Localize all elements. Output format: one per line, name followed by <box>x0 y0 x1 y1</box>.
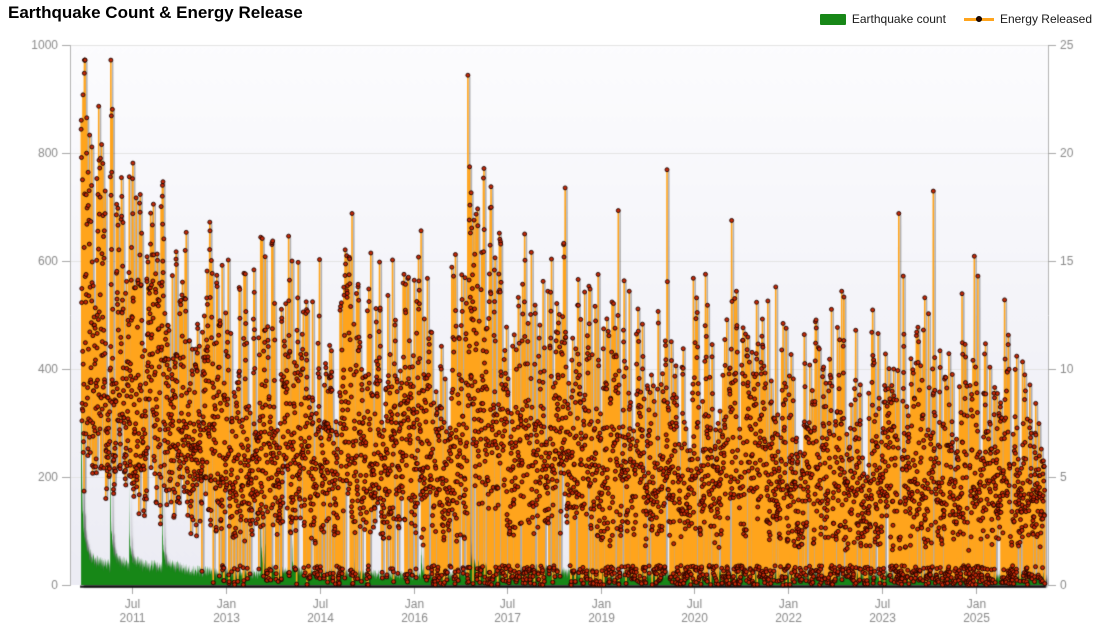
legend-item-energy-released[interactable]: Energy Released <box>963 12 1092 26</box>
legend-item-earthquake-count[interactable]: Earthquake count <box>819 12 946 26</box>
legend: Earthquake count Energy Released <box>819 12 1092 26</box>
legend-label: Earthquake count <box>851 12 946 26</box>
earthquake-count-swatch-icon <box>819 13 846 25</box>
marker-dot-icon <box>975 16 982 22</box>
energy-released-swatch-icon <box>963 16 994 22</box>
legend-label: Energy Released <box>999 12 1092 26</box>
chart-title: Earthquake Count & Energy Release <box>8 3 303 22</box>
